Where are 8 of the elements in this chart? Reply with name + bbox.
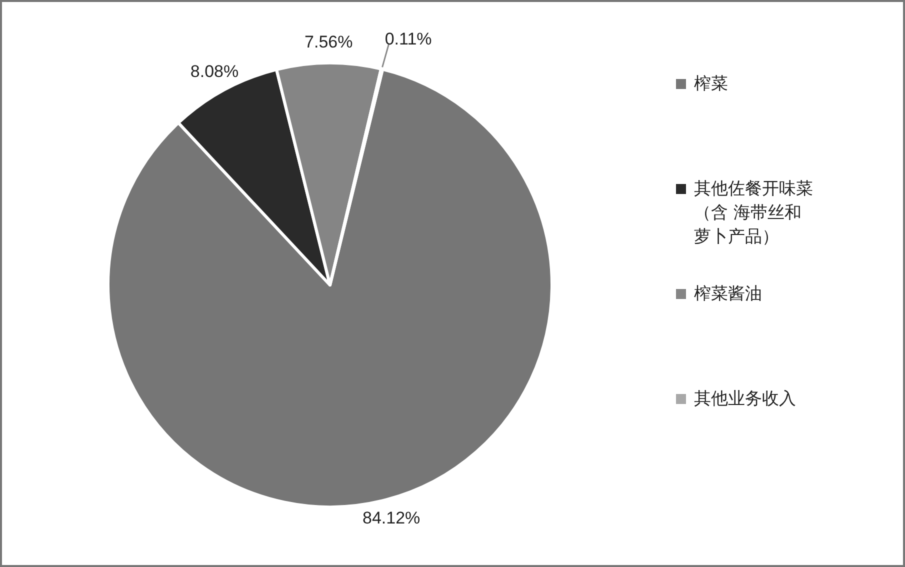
legend-label: 其他业务收入 [694, 388, 796, 409]
legend-label: 榨菜酱油 [694, 284, 762, 304]
data-label: 8.08% [190, 62, 239, 81]
legend-label: 榨菜 [694, 74, 728, 94]
legend-label: 其他佐餐开味菜（含 海带丝和萝卜产品） [694, 178, 813, 247]
data-label: 84.12% [362, 508, 420, 528]
data-label: 0.11% [384, 29, 432, 48]
data-label: 7.56% [304, 32, 353, 52]
